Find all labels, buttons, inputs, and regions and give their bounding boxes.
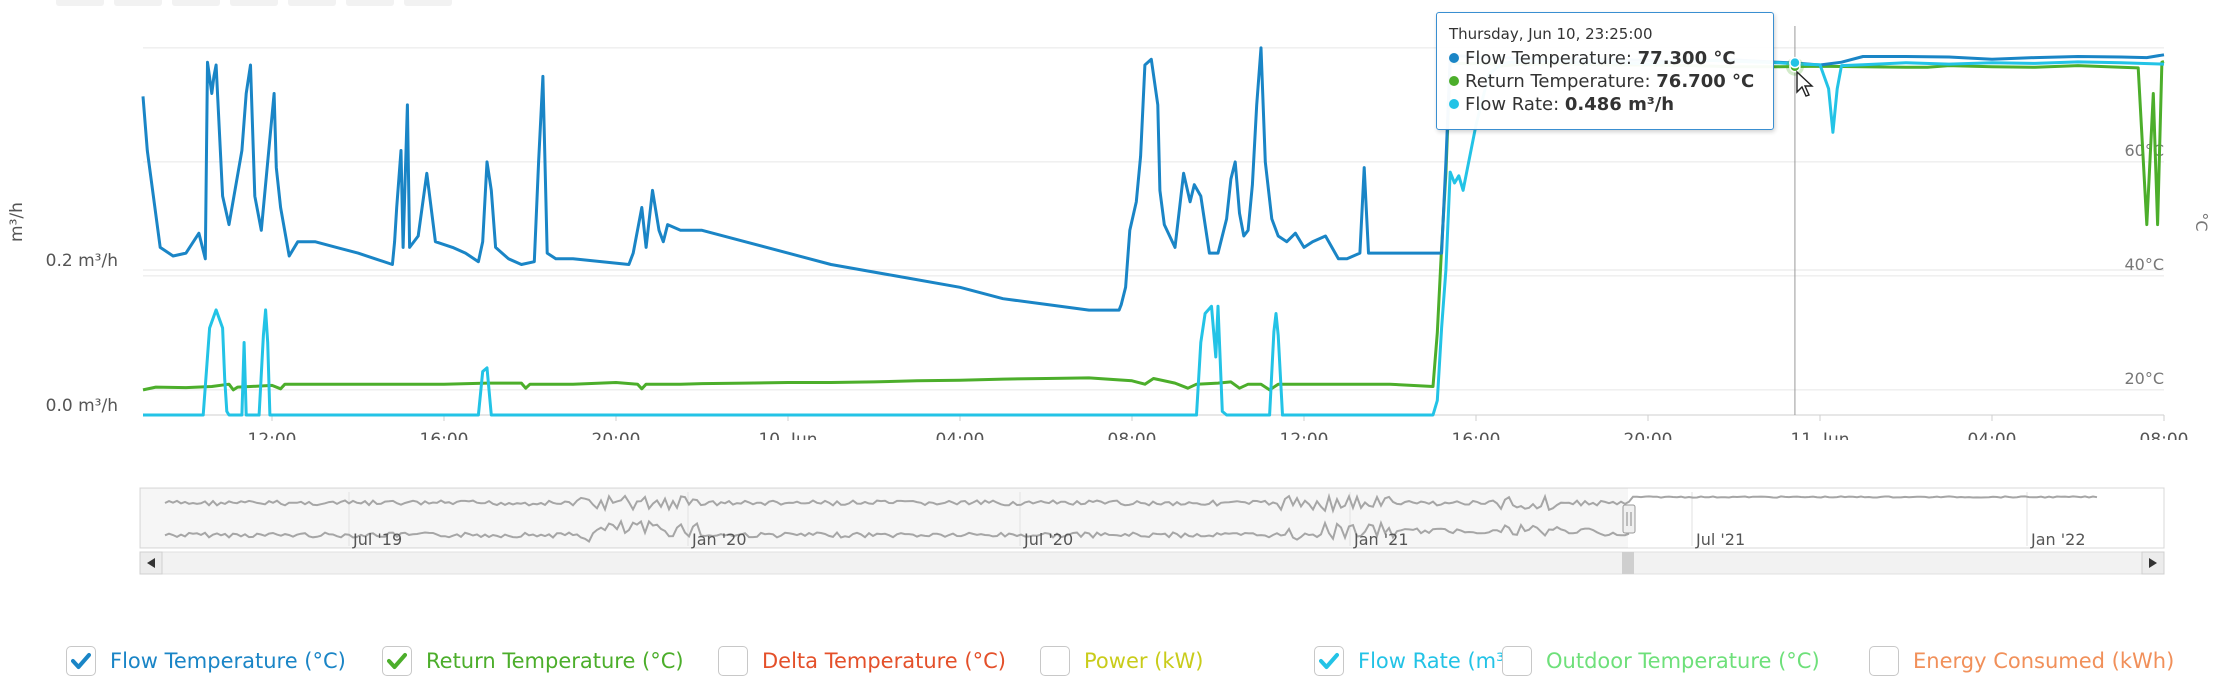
navigator-label: Jul '19 <box>352 530 402 549</box>
legend-checkbox[interactable] <box>1502 646 1532 676</box>
checkmark-icon <box>387 653 407 669</box>
tooltip-label: Flow Rate: <box>1465 94 1560 115</box>
left-tick-label: 0.2 m³/h <box>46 251 118 271</box>
mouse-cursor-icon <box>1796 70 1814 97</box>
tooltip-value: 76.700 °C <box>1656 71 1755 92</box>
legend-checkbox[interactable] <box>66 646 96 676</box>
legend-item-return-temperature-c[interactable]: Return Temperature (°C) <box>382 646 684 676</box>
x-tick-label: 12:00 <box>1280 430 1329 440</box>
legend-label: Power (kW) <box>1084 649 1204 673</box>
range-button[interactable] <box>114 0 162 6</box>
x-tick-label: 12:00 <box>248 430 297 440</box>
tooltip-row-flow-rate: Flow Rate: 0.486 m³/h <box>1449 93 1761 116</box>
range-button[interactable] <box>346 0 394 6</box>
right-tick-label: 40°C <box>2124 255 2164 274</box>
scrollbar-track[interactable] <box>139 551 2165 575</box>
right-tick-label: 20°C <box>2124 369 2164 388</box>
scroll-right-button[interactable] <box>2141 551 2165 575</box>
legend-item-delta-temperature-c[interactable]: Delta Temperature (°C) <box>718 646 1006 676</box>
x-tick-label: 20:00 <box>1624 430 1673 440</box>
scroll-left-arrow-icon <box>147 558 155 568</box>
navigator-label: Jul '21 <box>1695 530 1745 549</box>
range-button[interactable] <box>230 0 278 6</box>
legend-checkbox[interactable] <box>382 646 412 676</box>
navigator-series-bottom <box>164 518 1630 543</box>
hover-marker-flow-rate <box>1789 56 1801 69</box>
series-line-flow-temperature-c[interactable] <box>141 46 2165 312</box>
tooltip-label: Flow Temperature: <box>1465 48 1632 69</box>
range-button[interactable] <box>404 0 452 6</box>
x-tick-label: 08:00 <box>1108 430 1157 440</box>
navigator-label: Jan '20 <box>691 530 747 549</box>
legend-label: Outdoor Temperature (°C) <box>1546 649 1820 673</box>
x-tick-label: 16:00 <box>420 430 469 440</box>
legend-item-outdoor-temperature-c[interactable]: Outdoor Temperature (°C) <box>1502 646 1820 676</box>
legend-item-flow-temperature-c[interactable]: Flow Temperature (°C) <box>66 646 346 676</box>
x-tick-label: 11. Jun <box>1790 430 1849 440</box>
legend-label: Energy Consumed (kWh) <box>1913 649 2175 673</box>
checkmark-icon <box>71 653 91 669</box>
legend-checkbox[interactable] <box>1314 646 1344 676</box>
navigator-series-top <box>164 492 2098 514</box>
x-tick-label: 04:00 <box>936 430 985 440</box>
x-tick-label: 10. Jun <box>758 430 817 440</box>
tooltip-value: 77.300 °C <box>1637 48 1736 69</box>
checkmark-icon <box>1319 653 1339 669</box>
range-button[interactable] <box>56 0 104 6</box>
legend-item-energy-consumed-kwh[interactable]: Energy Consumed (kWh) <box>1869 646 2174 676</box>
series-line-flow-rate-m-h[interactable] <box>143 58 2165 417</box>
legend-checkbox[interactable] <box>1040 646 1070 676</box>
x-tick-label: 08:00 <box>2140 430 2189 440</box>
x-tick-label: 16:00 <box>1452 430 1501 440</box>
left-axis-title: m³/h <box>7 202 27 242</box>
scrollbar-thumb[interactable] <box>1622 552 1634 574</box>
tooltip-row-flow-temperature: Flow Temperature: 77.300 °C <box>1449 47 1761 70</box>
main-chart[interactable]: 12:00 16:00 20:00 10. Jun 04:00 08:00 12:00 16:… <box>0 0 2215 440</box>
scroll-right-arrow-icon <box>2149 558 2157 568</box>
range-selector-buttons <box>56 0 452 8</box>
tooltip-label: Return Temperature: <box>1465 71 1651 92</box>
series-dot-icon <box>1449 99 1459 109</box>
navigator-label: Jul '20 <box>1023 530 1073 549</box>
navigator-label: Jan '22 <box>2030 530 2086 549</box>
data-tooltip: Thursday, Jun 10, 23:25:00 Flow Temperat… <box>1436 12 1774 130</box>
tooltip-date: Thursday, Jun 10, 23:25:00 <box>1449 25 1653 43</box>
tooltip-row-return-temperature: Return Temperature: 76.700 °C <box>1449 70 1761 93</box>
navigator-label: Jan '21 <box>1353 530 1409 549</box>
scroll-left-button[interactable] <box>139 551 163 575</box>
legend-item-flow-rate-m-h[interactable]: Flow Rate (m³/h) <box>1314 646 1533 676</box>
tooltip-value: 0.486 m³/h <box>1564 94 1675 115</box>
series-line-return-temperature-c[interactable] <box>142 60 2165 392</box>
legend-label: Flow Temperature (°C) <box>110 649 346 673</box>
navigator-handle[interactable] <box>1622 504 1636 534</box>
x-tick-label: 04:00 <box>1968 430 2017 440</box>
legend-checkbox[interactable] <box>1869 646 1899 676</box>
legend-label: Return Temperature (°C) <box>426 649 684 673</box>
x-tick-label: 20:00 <box>592 430 641 440</box>
series-dot-icon <box>1449 76 1459 86</box>
range-button[interactable] <box>288 0 336 6</box>
range-button[interactable] <box>172 0 220 6</box>
left-tick-label: 0.0 m³/h <box>46 396 118 416</box>
legend-item-power-kw[interactable]: Power (kW) <box>1040 646 1203 676</box>
right-axis-title: °C <box>2192 212 2211 231</box>
legend-label: Delta Temperature (°C) <box>762 649 1006 673</box>
series-dot-icon <box>1449 53 1459 63</box>
legend-checkbox[interactable] <box>718 646 748 676</box>
